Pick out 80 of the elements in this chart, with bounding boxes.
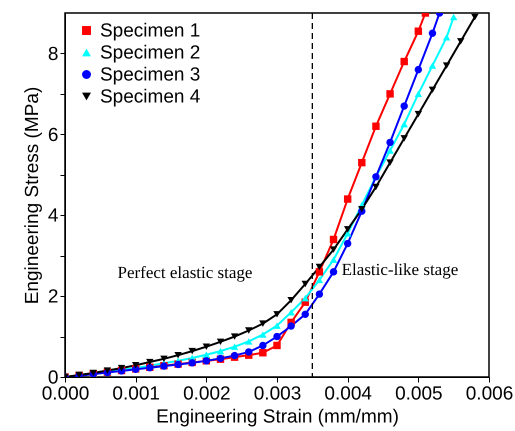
point — [287, 309, 295, 316]
point — [400, 102, 408, 110]
point — [344, 195, 352, 203]
point — [160, 356, 168, 362]
x-tick-label: 0.000 — [42, 384, 90, 404]
point — [273, 342, 281, 350]
point — [202, 343, 210, 350]
point — [316, 290, 324, 298]
x-axis-title: Engineering Strain (mm/mm) — [156, 406, 399, 428]
point — [386, 159, 394, 166]
point — [344, 226, 352, 233]
point — [358, 158, 366, 166]
point — [273, 311, 281, 318]
annotation: Elastic-like stage — [342, 260, 458, 279]
point — [414, 110, 422, 118]
annotation: Perfect elastic stage — [117, 262, 252, 282]
point — [471, 14, 479, 20]
x-tick-label: 0.005 — [395, 384, 443, 404]
point — [330, 256, 338, 263]
point — [259, 342, 267, 350]
point — [273, 322, 281, 329]
point — [457, 38, 464, 45]
legend-label: Specimen 3 — [100, 64, 200, 86]
point — [330, 268, 338, 276]
point — [450, 14, 458, 20]
x-tick-label: 0.001 — [112, 384, 160, 404]
point — [344, 240, 352, 248]
point — [428, 62, 436, 69]
point — [358, 206, 366, 212]
legend-label: Specimen 2 — [100, 42, 200, 64]
point — [302, 294, 309, 302]
point — [230, 343, 238, 350]
point — [216, 338, 224, 346]
point — [414, 66, 422, 74]
point — [442, 34, 450, 40]
point — [287, 322, 295, 330]
point — [302, 280, 309, 288]
point — [259, 349, 267, 356]
point — [245, 327, 252, 334]
point — [316, 264, 324, 270]
point — [245, 338, 252, 345]
legend-label: Specimen 4 — [100, 86, 201, 108]
y-axis-title: Engineering Stress (MPa) — [22, 86, 43, 304]
y-tick-label: 8 — [48, 44, 58, 65]
point — [302, 310, 309, 318]
point — [414, 90, 422, 98]
x-tick-label: 0.003 — [254, 384, 302, 404]
point — [287, 296, 295, 304]
point — [414, 27, 422, 35]
point — [146, 358, 154, 366]
point — [400, 58, 408, 66]
point — [428, 86, 436, 94]
point — [259, 320, 267, 327]
point — [372, 122, 380, 130]
x-tick-label: 0.002 — [183, 384, 231, 404]
point — [259, 331, 267, 338]
y-tick-label: 6 — [48, 124, 58, 146]
point — [230, 333, 238, 340]
point — [245, 348, 252, 356]
y-tick-label: 4 — [48, 206, 59, 227]
point — [316, 268, 324, 276]
x-tick-label: 0.004 — [324, 384, 372, 404]
point — [386, 147, 394, 154]
point — [386, 138, 394, 146]
point — [428, 30, 436, 37]
point — [330, 246, 338, 253]
y-tick-label: 2 — [48, 286, 58, 308]
point — [386, 90, 394, 98]
point — [132, 362, 140, 368]
point — [316, 276, 324, 284]
point — [442, 62, 450, 69]
point — [400, 121, 408, 128]
point — [273, 332, 281, 340]
legend-label: Specimen 1 — [100, 20, 200, 42]
point — [372, 184, 380, 190]
x-tick-label: 0.006 — [466, 384, 514, 404]
point — [174, 352, 182, 358]
point — [216, 348, 224, 354]
point — [400, 135, 408, 142]
point — [188, 348, 196, 354]
